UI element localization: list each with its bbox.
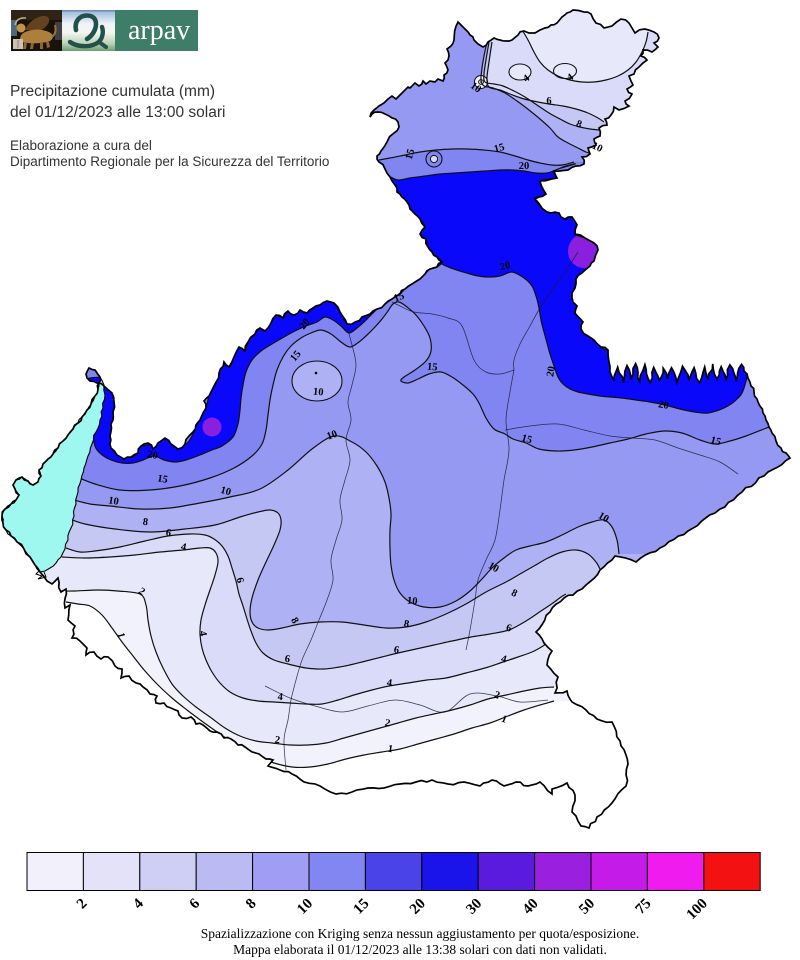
svg-text:1: 1 — [499, 714, 508, 726]
svg-text:100: 100 — [684, 896, 711, 922]
svg-text:10: 10 — [294, 896, 316, 918]
svg-text:15: 15 — [709, 435, 722, 448]
svg-text:15: 15 — [156, 473, 168, 486]
svg-text:15: 15 — [392, 291, 406, 305]
svg-text:2: 2 — [274, 735, 281, 747]
svg-text:40: 40 — [520, 896, 542, 918]
svg-text:4: 4 — [197, 630, 209, 638]
svg-text:8: 8 — [288, 616, 300, 626]
svg-text:10: 10 — [219, 485, 232, 498]
svg-text:1: 1 — [114, 631, 126, 639]
svg-text:10: 10 — [590, 141, 604, 155]
svg-text:30: 30 — [463, 896, 485, 918]
svg-text:6: 6 — [393, 645, 400, 657]
svg-text:8: 8 — [575, 119, 584, 131]
svg-text:15: 15 — [493, 142, 506, 155]
svg-text:20: 20 — [545, 365, 558, 377]
svg-text:6: 6 — [505, 623, 513, 635]
svg-text:4: 4 — [130, 895, 147, 912]
svg-text:6: 6 — [233, 576, 245, 584]
svg-text:8: 8 — [243, 896, 260, 913]
svg-text:10: 10 — [313, 387, 324, 399]
svg-text:50: 50 — [576, 896, 598, 918]
svg-text:6: 6 — [284, 654, 291, 666]
svg-text:10: 10 — [596, 510, 611, 525]
svg-text:75: 75 — [633, 896, 655, 918]
svg-text:4: 4 — [500, 654, 509, 666]
svg-text:15: 15 — [404, 148, 417, 161]
svg-text:20: 20 — [657, 399, 669, 412]
svg-text:4: 4 — [565, 72, 576, 84]
svg-text:15: 15 — [351, 896, 373, 918]
svg-text:4: 4 — [277, 692, 284, 703]
svg-text:2: 2 — [136, 586, 147, 598]
svg-text:8: 8 — [509, 588, 518, 600]
svg-text:20: 20 — [407, 896, 429, 918]
svg-text:8: 8 — [142, 517, 149, 529]
svg-text:10: 10 — [107, 495, 119, 508]
svg-text:6: 6 — [546, 96, 551, 107]
svg-text:20: 20 — [499, 260, 512, 273]
svg-text:8: 8 — [403, 619, 410, 631]
svg-text:20: 20 — [146, 449, 158, 462]
svg-text:2: 2 — [74, 896, 91, 913]
svg-text:4: 4 — [521, 73, 532, 85]
svg-text:15: 15 — [520, 433, 533, 446]
svg-text:10: 10 — [486, 560, 501, 575]
svg-text:4: 4 — [180, 542, 188, 554]
svg-text:2: 2 — [493, 690, 502, 702]
svg-text:20: 20 — [519, 161, 530, 172]
svg-text:2: 2 — [384, 718, 391, 730]
svg-text:15: 15 — [427, 362, 438, 374]
svg-text:1: 1 — [387, 744, 394, 756]
svg-text:6: 6 — [187, 895, 204, 912]
svg-text:10: 10 — [325, 429, 339, 443]
svg-text:10: 10 — [468, 80, 483, 95]
svg-text:6: 6 — [165, 528, 172, 540]
svg-text:10: 10 — [407, 596, 418, 608]
svg-text:4: 4 — [386, 678, 393, 690]
